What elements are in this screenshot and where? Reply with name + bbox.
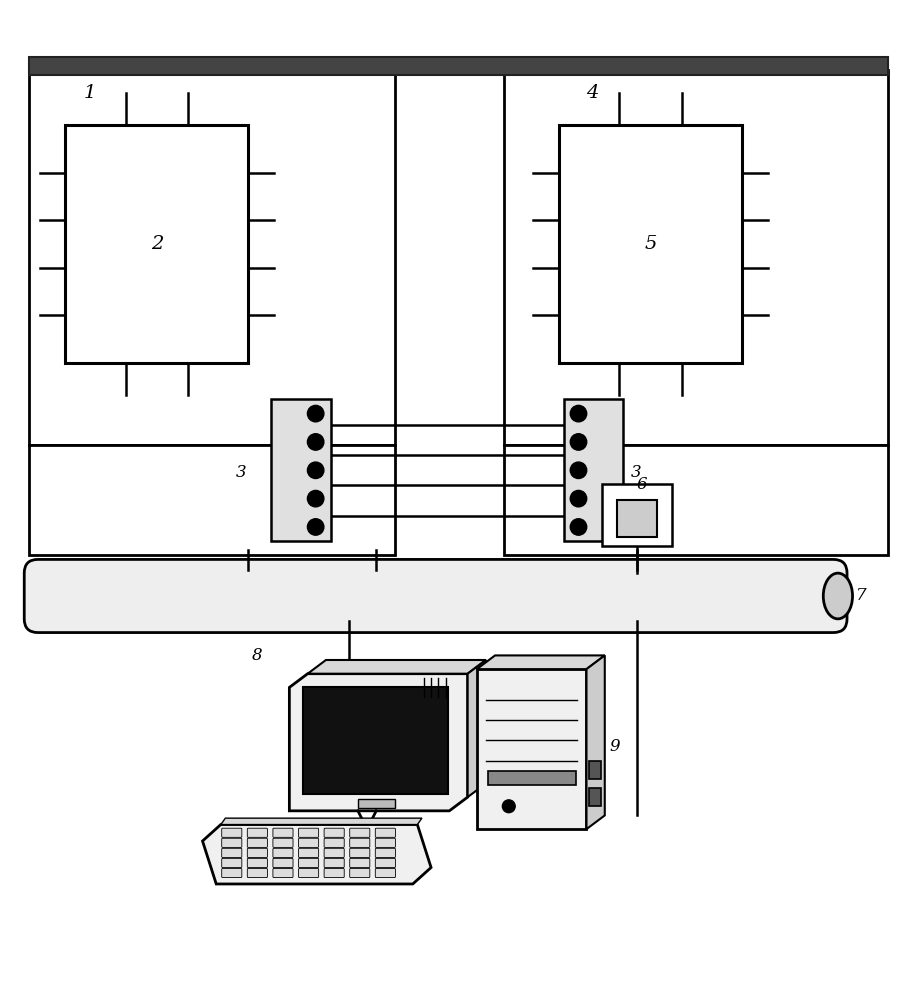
Bar	[65, 125, 249, 363]
FancyBboxPatch shape	[273, 868, 293, 878]
FancyBboxPatch shape	[375, 868, 395, 878]
FancyBboxPatch shape	[349, 858, 370, 868]
FancyBboxPatch shape	[273, 858, 293, 868]
FancyBboxPatch shape	[299, 828, 318, 837]
Circle shape	[503, 800, 515, 813]
FancyBboxPatch shape	[324, 828, 344, 837]
FancyBboxPatch shape	[375, 858, 395, 868]
FancyBboxPatch shape	[349, 868, 370, 878]
Text: 7: 7	[856, 587, 867, 604]
Bar	[564, 399, 623, 541]
FancyBboxPatch shape	[375, 838, 395, 847]
FancyBboxPatch shape	[222, 848, 242, 857]
Circle shape	[307, 519, 324, 535]
FancyBboxPatch shape	[248, 848, 268, 857]
FancyBboxPatch shape	[222, 858, 242, 868]
Text: 3: 3	[630, 464, 641, 481]
Bar	[590, 761, 602, 779]
FancyBboxPatch shape	[324, 838, 344, 847]
Polygon shape	[290, 674, 468, 811]
Polygon shape	[587, 655, 605, 829]
Bar	[590, 788, 602, 806]
FancyBboxPatch shape	[324, 848, 344, 857]
Bar	[488, 771, 576, 785]
Circle shape	[307, 434, 324, 450]
FancyBboxPatch shape	[273, 848, 293, 857]
Text: 3: 3	[236, 464, 247, 481]
Polygon shape	[468, 660, 486, 797]
FancyBboxPatch shape	[299, 848, 318, 857]
Circle shape	[570, 519, 587, 535]
Polygon shape	[203, 825, 431, 884]
Text: 1: 1	[83, 84, 96, 102]
FancyBboxPatch shape	[222, 828, 242, 837]
Bar	[559, 125, 742, 363]
FancyBboxPatch shape	[222, 868, 242, 878]
Polygon shape	[221, 818, 422, 825]
Text: 9: 9	[610, 738, 620, 755]
Text: 2: 2	[150, 235, 163, 253]
Circle shape	[570, 405, 587, 422]
FancyBboxPatch shape	[375, 828, 395, 837]
FancyBboxPatch shape	[349, 828, 370, 837]
Polygon shape	[477, 655, 605, 669]
Circle shape	[570, 490, 587, 507]
Bar	[504, 445, 889, 555]
Ellipse shape	[823, 573, 853, 619]
FancyBboxPatch shape	[248, 858, 268, 868]
Bar	[358, 799, 394, 808]
FancyBboxPatch shape	[248, 828, 268, 837]
Circle shape	[570, 462, 587, 479]
Polygon shape	[477, 669, 587, 829]
FancyBboxPatch shape	[375, 848, 395, 857]
FancyBboxPatch shape	[273, 838, 293, 847]
Circle shape	[307, 490, 324, 507]
Bar	[504, 70, 889, 445]
FancyBboxPatch shape	[24, 559, 847, 633]
Bar	[271, 399, 330, 541]
FancyBboxPatch shape	[273, 828, 293, 837]
Polygon shape	[307, 660, 486, 674]
Bar	[28, 57, 889, 75]
FancyBboxPatch shape	[248, 868, 268, 878]
Text: 4: 4	[587, 84, 599, 102]
Polygon shape	[304, 687, 447, 794]
FancyBboxPatch shape	[349, 838, 370, 847]
FancyBboxPatch shape	[299, 858, 318, 868]
Circle shape	[570, 434, 587, 450]
Bar	[28, 70, 394, 445]
Text: 8: 8	[251, 647, 262, 664]
FancyBboxPatch shape	[324, 858, 344, 868]
FancyBboxPatch shape	[222, 838, 242, 847]
FancyBboxPatch shape	[299, 868, 318, 878]
Bar	[616, 500, 657, 537]
Circle shape	[307, 462, 324, 479]
FancyBboxPatch shape	[349, 848, 370, 857]
Bar	[28, 445, 394, 555]
Text: 5: 5	[645, 235, 657, 253]
FancyBboxPatch shape	[248, 838, 268, 847]
Text: 6: 6	[636, 476, 646, 493]
Bar	[602, 484, 671, 546]
FancyBboxPatch shape	[324, 868, 344, 878]
FancyBboxPatch shape	[299, 838, 318, 847]
Circle shape	[307, 405, 324, 422]
